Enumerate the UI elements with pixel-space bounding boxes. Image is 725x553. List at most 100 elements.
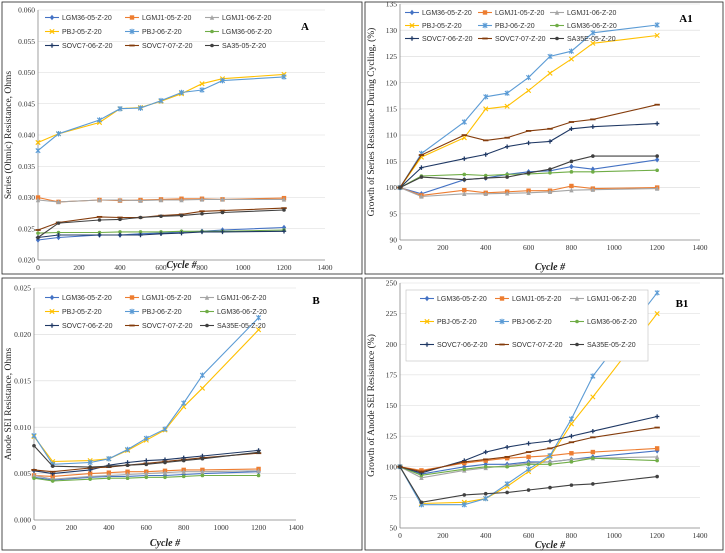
y-tick-label: 100: [386, 183, 398, 192]
data-point: [504, 90, 510, 96]
data-point: [525, 87, 532, 94]
y-tick-label: 0.045: [18, 99, 35, 108]
data-point: [654, 414, 660, 419]
data-point: [32, 476, 36, 481]
series-line-lgm36-05-z-20: [399, 450, 658, 475]
legend-item: LGMJ1-05-Z-20: [495, 296, 562, 303]
legend-item: SOVC7-07-Z-20: [125, 43, 193, 50]
y-tick-label: 120: [386, 78, 398, 87]
legend-label: SOVC7-07-Z-20: [142, 43, 193, 50]
x-tick-label: 1200: [277, 263, 292, 272]
data-point: [199, 81, 205, 87]
data-point: [124, 446, 131, 453]
data-point: [483, 176, 488, 180]
data-point: [143, 435, 149, 442]
legend-item: PBJ-06-Z-20: [125, 28, 182, 36]
data-point: [117, 232, 123, 238]
data-point: [483, 495, 489, 502]
data-point: [590, 124, 596, 129]
data-point: [591, 170, 595, 174]
y-tick-label: 150: [386, 401, 398, 410]
data-point: [106, 470, 112, 475]
data-point: [199, 385, 206, 391]
data-point: [118, 217, 122, 222]
x-tick-label: 400: [480, 531, 492, 540]
panel-label: A1: [679, 13, 692, 25]
data-point: [590, 449, 596, 455]
legend-item: LGM36-06-Z-20: [205, 29, 272, 36]
data-point: [462, 191, 467, 197]
data-point: [654, 32, 660, 39]
legend-marker: [499, 318, 505, 325]
legend-label: LGMJ1-05-Z-20: [495, 10, 545, 17]
data-point: [138, 215, 143, 220]
data-point: [199, 210, 205, 213]
legend-label: PBJ-06-Z-20: [142, 29, 182, 36]
series-line-lgmj1-06-z-20: [399, 187, 658, 198]
data-point: [505, 464, 509, 469]
series-line-sa35e-05-z-20: [399, 155, 658, 189]
data-point: [504, 444, 510, 450]
y-tick-label: 0.025: [18, 224, 35, 233]
legend-label: PBJ-05-Z-20: [422, 23, 462, 30]
legend-item: SOVC7-07-Z-20: [495, 342, 563, 349]
legend-item: LGM36-06-Z-20: [570, 319, 637, 326]
data-point: [547, 438, 553, 444]
data-point: [483, 449, 488, 455]
data-point: [55, 131, 62, 137]
data-point: [569, 183, 574, 189]
data-point: [547, 453, 553, 459]
data-point: [281, 207, 287, 210]
data-point: [199, 87, 205, 93]
legend-label: LGMJ1-06-Z-20: [567, 10, 617, 17]
legend-item: LGM36-05-Z-20: [420, 295, 487, 303]
data-point: [654, 290, 660, 296]
data-point: [654, 103, 660, 106]
data-point: [525, 74, 532, 81]
legend-marker: [209, 14, 215, 20]
data-point: [144, 471, 149, 476]
y-tick-label: 100: [386, 462, 398, 471]
data-point: [50, 474, 55, 479]
panel-label: A: [301, 21, 309, 33]
series-line-sa35-05-z-20: [37, 209, 285, 238]
y-tick-label: 0.050: [18, 68, 35, 77]
y-tick-label: 250: [386, 279, 398, 288]
data-point: [655, 168, 659, 173]
y-tick-label: 225: [386, 309, 398, 318]
data-point: [200, 456, 205, 461]
data-point: [418, 154, 425, 156]
plot-area: [397, 22, 660, 199]
legend-marker: [409, 36, 415, 41]
data-point: [106, 456, 112, 462]
data-point: [200, 473, 205, 478]
y-axis-title: Growth of Anode SEI Resistance (%): [366, 334, 377, 477]
legend-marker: [482, 22, 488, 29]
data-point: [462, 172, 467, 177]
legend: LGM36-05-Z-20 LGMJ1-05-Z-20 LGMJ1-06-Z-20 P…: [45, 294, 267, 330]
data-point: [569, 163, 574, 170]
data-point: [220, 210, 225, 215]
data-point: [179, 230, 184, 236]
data-point: [199, 229, 205, 235]
x-tick-label: 600: [155, 263, 167, 272]
legend-label: PBJ-05-Z-20: [62, 29, 102, 36]
series-line-pbj-05-z-20: [399, 313, 658, 505]
data-point: [181, 469, 186, 474]
data-point: [159, 214, 163, 219]
data-point: [96, 215, 103, 218]
data-point: [655, 154, 659, 158]
legend-label: LGM36-05-Z-20: [422, 10, 472, 17]
series-line-lgmj1-06-z-20: [33, 470, 259, 480]
series-line-sa35e-05-z-20: [399, 466, 658, 503]
data-point: [525, 130, 532, 132]
data-point: [419, 475, 424, 480]
data-point: [56, 221, 61, 225]
data-point: [398, 464, 402, 469]
data-point: [97, 197, 102, 203]
legend-marker: [499, 343, 505, 346]
legend: LGM36-05-Z-20 LGMJ1-05-Z-20 LGMJ1-06-Z-20 P…: [45, 14, 272, 50]
legend-marker: [129, 15, 135, 20]
legend-label: SOVC7-07-Z-20: [142, 323, 193, 330]
